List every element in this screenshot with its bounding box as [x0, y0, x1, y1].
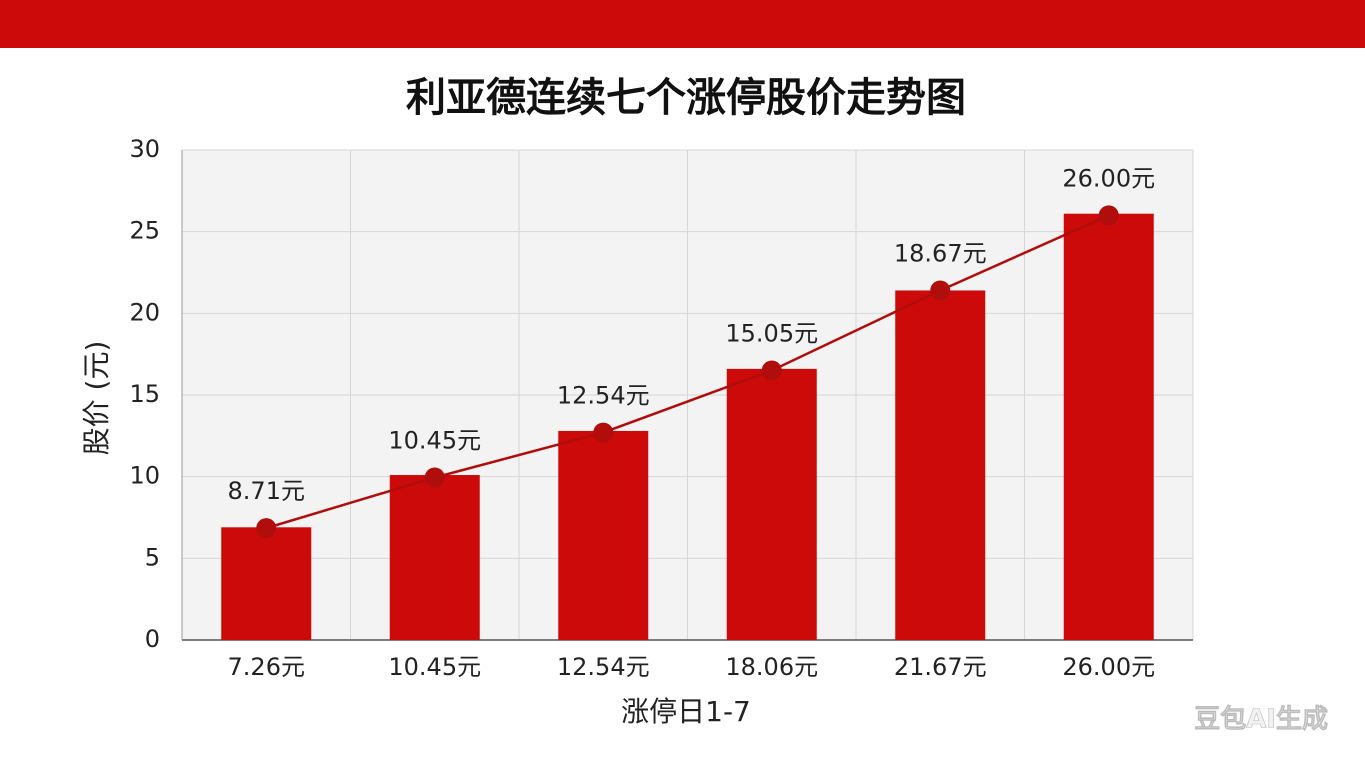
annotation: 8.71元: [228, 477, 305, 505]
line-point: [1098, 205, 1119, 226]
line-point: [761, 360, 782, 381]
watermark: 豆包AI生成: [1194, 704, 1328, 735]
plot-layer: 0 5 10 15 20 25 30 7.26元 10.45元 12.54元 18.06元 21.67…: [129, 135, 1194, 681]
bar: [1063, 213, 1154, 640]
y-tick-label: 25: [129, 217, 160, 245]
line-point: [930, 280, 951, 301]
line-point: [424, 467, 445, 488]
bar: [389, 475, 480, 640]
bar: [221, 527, 312, 640]
y-tick-label: 10: [129, 462, 160, 490]
annotation: 10.45元: [388, 426, 481, 454]
y-tick-label: 15: [129, 380, 160, 408]
line: [265, 214, 1110, 530]
y-axis-label: 股价 (元): [80, 341, 113, 456]
x-tick-label: 12.54元: [557, 653, 650, 681]
x-tick-label: 10.45元: [388, 653, 481, 681]
x-axis-label: 涨停日1-7: [621, 695, 751, 728]
x-tick-label: 18.06元: [725, 653, 818, 681]
y-tick-label: 30: [129, 135, 160, 163]
y-tick-label: 0: [145, 625, 160, 653]
line-point: [256, 518, 277, 539]
annotation: 12.54元: [557, 382, 650, 410]
annotation: 18.67元: [894, 239, 987, 267]
x-tick-label: 21.67元: [894, 653, 987, 681]
annotation: 26.00元: [1062, 164, 1155, 192]
y-tick-label: 5: [145, 543, 160, 571]
top-banner: [0, 0, 1365, 48]
y-tick-label: 20: [129, 298, 160, 326]
chart-title: 利亚德连续七个涨停股价走势图: [406, 75, 966, 121]
annotation: 15.05元: [725, 320, 818, 348]
line-point: [593, 422, 614, 443]
bar: [895, 290, 986, 640]
x-tick-label: 7.26元: [228, 653, 305, 681]
bar: [558, 430, 649, 640]
bar: [726, 368, 817, 640]
x-tick-label: 26.00元: [1062, 653, 1155, 681]
